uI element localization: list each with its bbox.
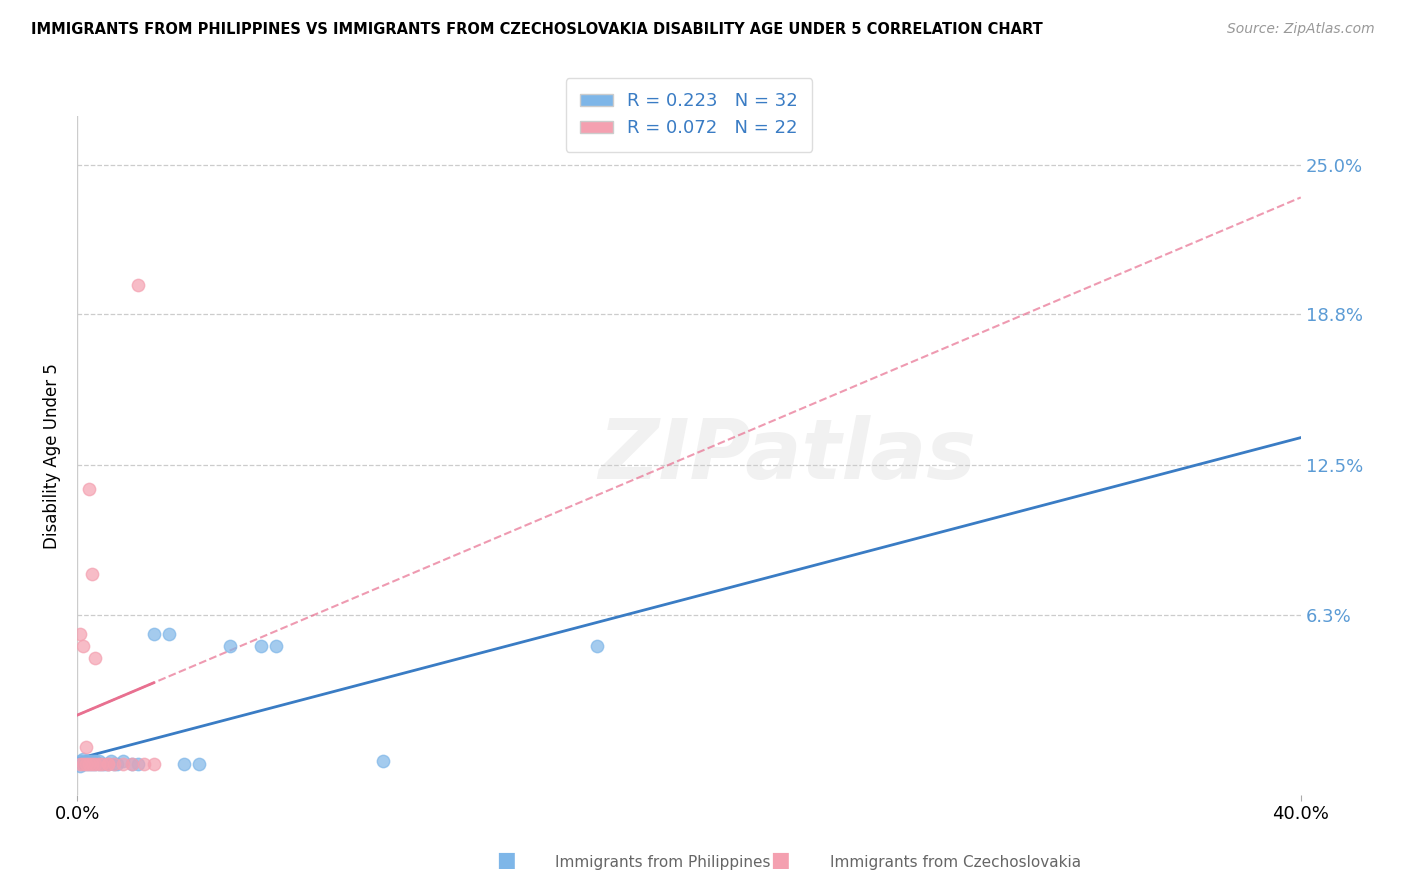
Point [79, 483, 101, 497]
Text: Source: ZipAtlas.com: Source: ZipAtlas.com [1227, 22, 1375, 37]
Text: ■: ■ [770, 850, 790, 870]
Point [87, 756, 110, 771]
Point [82, 756, 104, 771]
Point [93, 756, 115, 771]
Point [264, 639, 287, 653]
Point [84, 651, 107, 665]
Point [87, 755, 110, 769]
Point [97, 756, 120, 771]
Point [69, 756, 91, 771]
Legend: R = 0.223   N = 32, R = 0.072   N = 22: R = 0.223 N = 32, R = 0.072 N = 22 [565, 78, 813, 152]
Point [586, 639, 609, 653]
Text: Immigrants from Philippines: Immigrants from Philippines [555, 855, 770, 870]
Point [84, 756, 107, 771]
Point [75, 756, 97, 771]
Point [87, 756, 110, 771]
Point [69, 627, 91, 641]
Point [127, 756, 149, 771]
Point [97, 756, 120, 771]
Text: ■: ■ [496, 850, 516, 870]
Point [82, 566, 104, 581]
Point [97, 756, 120, 771]
Point [219, 639, 242, 653]
Point [127, 277, 149, 292]
Point [82, 755, 104, 769]
Point [72, 752, 94, 766]
Point [371, 755, 394, 769]
Point [75, 756, 97, 771]
Point [103, 756, 125, 771]
Point [72, 756, 94, 771]
Point [105, 756, 128, 771]
Point [111, 756, 134, 771]
Point [90, 756, 112, 771]
Text: ZIPatlas: ZIPatlas [598, 416, 976, 496]
Y-axis label: Disability Age Under 5: Disability Age Under 5 [44, 363, 60, 549]
Point [69, 759, 91, 773]
Point [188, 756, 211, 771]
Point [134, 756, 156, 771]
Point [82, 756, 104, 771]
Point [111, 755, 134, 769]
Point [173, 756, 195, 771]
Text: Immigrants from Czechoslovakia: Immigrants from Czechoslovakia [830, 855, 1081, 870]
Point [121, 756, 143, 771]
Point [90, 756, 112, 771]
Point [142, 756, 165, 771]
Point [249, 639, 271, 653]
Point [79, 756, 101, 771]
Point [121, 756, 143, 771]
Point [72, 639, 94, 653]
Point [69, 755, 91, 769]
Point [79, 755, 101, 769]
Point [75, 755, 97, 769]
Point [72, 756, 94, 771]
Point [100, 755, 122, 769]
Point [75, 739, 97, 754]
Point [142, 627, 165, 641]
Point [103, 756, 125, 771]
Text: IMMIGRANTS FROM PHILIPPINES VS IMMIGRANTS FROM CZECHOSLOVAKIA DISABILITY AGE UND: IMMIGRANTS FROM PHILIPPINES VS IMMIGRANT… [31, 22, 1043, 37]
Point [157, 627, 180, 641]
Point [84, 755, 107, 769]
Point [84, 756, 107, 771]
Point [79, 756, 101, 771]
